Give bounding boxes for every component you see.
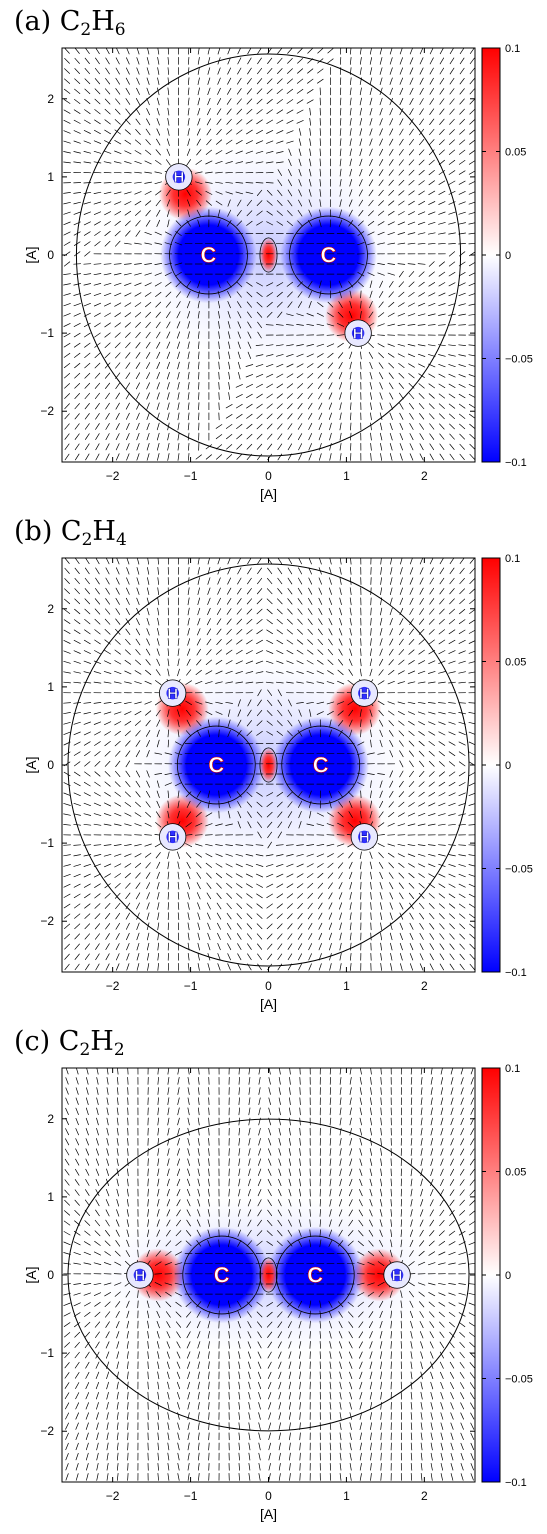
colorbar-tick-label: −0.1: [505, 457, 527, 469]
x-tick-label: 1: [343, 1489, 350, 1503]
y-axis-label: [A]: [23, 756, 39, 773]
y-tick-label: −2: [40, 1424, 54, 1438]
panel-title-main: (b) C: [14, 516, 82, 547]
x-tick-label: −2: [106, 1489, 120, 1503]
y-tick-label: 1: [47, 170, 54, 184]
y-tick-label: 2: [47, 602, 54, 616]
heatmap-chart: C C H H −2 −1 0 1 2 −2 −1 0 1 2 [A] [A] 0.1 0.05 0 −0.05 −0.…: [0, 0, 547, 510]
plot-area: [62, 557, 476, 972]
y-tick-label: −1: [40, 836, 54, 850]
y-tick-label: −2: [40, 914, 54, 928]
colorbar-tick-label: 0.05: [505, 147, 526, 159]
panel-title-sub-h: 2: [114, 1040, 125, 1060]
colorbar-tick-label: −0.1: [505, 1477, 527, 1489]
atom-label: C: [208, 753, 224, 778]
colorbar-tick-label: −0.05: [505, 1374, 533, 1386]
colorbar-tick-label: 0.05: [505, 657, 526, 669]
colorbar-tick-label: −0.1: [505, 967, 527, 979]
panel-title-main: (a) C: [14, 6, 80, 37]
atom-label: H: [392, 1267, 403, 1284]
bond-midpoint-lobe: [260, 238, 277, 272]
panel-title-sub-c: 2: [82, 530, 93, 550]
y-axis-label: [A]: [23, 1266, 39, 1283]
bond-midpoint-lobe: [260, 748, 277, 782]
atom-label: H: [359, 685, 370, 702]
colorbar-tick-label: −0.05: [505, 354, 533, 366]
atom-label: H: [353, 325, 364, 342]
panel-title-sub-c: 2: [80, 20, 91, 40]
y-tick-label: 0: [47, 248, 54, 262]
colorbar-tick-label: 0: [505, 250, 511, 262]
atom-label: C: [313, 753, 329, 778]
x-tick-label: −1: [184, 1489, 198, 1503]
atom-label: H: [173, 169, 184, 186]
colorbar-tick-label: 0: [505, 760, 511, 772]
atom-label: C: [307, 1263, 323, 1288]
x-tick-label: 0: [265, 979, 272, 993]
plot-area: [62, 47, 476, 462]
atom-label: H: [167, 829, 178, 846]
plot-area: [62, 1067, 476, 1482]
y-tick-label: 0: [47, 1268, 54, 1282]
colorbar-tick-label: 0: [505, 1270, 511, 1282]
x-tick-label: 2: [421, 979, 428, 993]
colorbar-tick-label: −0.05: [505, 864, 533, 876]
panel-title-h: H: [92, 516, 116, 547]
x-tick-label: −2: [106, 469, 120, 483]
atom-label: C: [321, 243, 337, 268]
panel-title-main: (c) C: [14, 1026, 79, 1057]
panel-title-sub-c: 2: [79, 1040, 90, 1060]
y-tick-label: 1: [47, 680, 54, 694]
x-tick-label: 0: [265, 1489, 272, 1503]
atom-label: H: [359, 829, 370, 846]
heatmap-chart: C C H H −2 −1 0 1 2 −2 −1 0 1 2 [A] [A] 0.1 0.05 0 −0.05 −0.…: [0, 1020, 547, 1530]
x-tick-label: −1: [184, 979, 198, 993]
atom-label: C: [201, 243, 217, 268]
x-tick-label: 0: [265, 469, 272, 483]
panel-title-sub-h: 4: [116, 530, 127, 550]
x-axis-label: [A]: [260, 486, 277, 502]
atom-label: H: [167, 685, 178, 702]
y-tick-label: −2: [40, 404, 54, 418]
x-tick-label: 2: [421, 1489, 428, 1503]
colorbar-tick-label: 0.1: [505, 1063, 520, 1075]
heatmap-chart: C C H H H H −2 −1 0 1 2 −2 −1 0 1 2 [A] [A] 0.1 0.05 0 −0.05 −…: [0, 510, 547, 1020]
y-tick-label: 1: [47, 1190, 54, 1204]
panel-title: (c) C2H2: [14, 1026, 125, 1060]
panel-title-sub-h: 6: [115, 20, 126, 40]
colorbar-tick-label: 0.1: [505, 43, 520, 55]
x-axis-label: [A]: [260, 1506, 277, 1522]
bond-midpoint-lobe: [260, 1258, 277, 1292]
colorbar-tick-label: 0.05: [505, 1167, 526, 1179]
panel-title: (b) C2H4: [14, 516, 127, 550]
panel-title: (a) C2H6: [14, 6, 126, 40]
colorbar-tick-label: 0.1: [505, 553, 520, 565]
x-tick-label: 1: [343, 469, 350, 483]
y-tick-label: 2: [47, 1112, 54, 1126]
atom-label: C: [214, 1263, 230, 1288]
y-tick-label: −1: [40, 326, 54, 340]
panel-title-h: H: [91, 6, 115, 37]
panel-title-h: H: [90, 1026, 114, 1057]
x-tick-label: 2: [421, 469, 428, 483]
y-tick-label: 0: [47, 758, 54, 772]
y-axis-label: [A]: [23, 246, 39, 263]
y-tick-label: −1: [40, 1346, 54, 1360]
x-tick-label: −1: [184, 469, 198, 483]
x-tick-label: 1: [343, 979, 350, 993]
atom-label: H: [135, 1267, 146, 1284]
x-axis-label: [A]: [260, 996, 277, 1012]
x-tick-label: −2: [106, 979, 120, 993]
y-tick-label: 2: [47, 92, 54, 106]
